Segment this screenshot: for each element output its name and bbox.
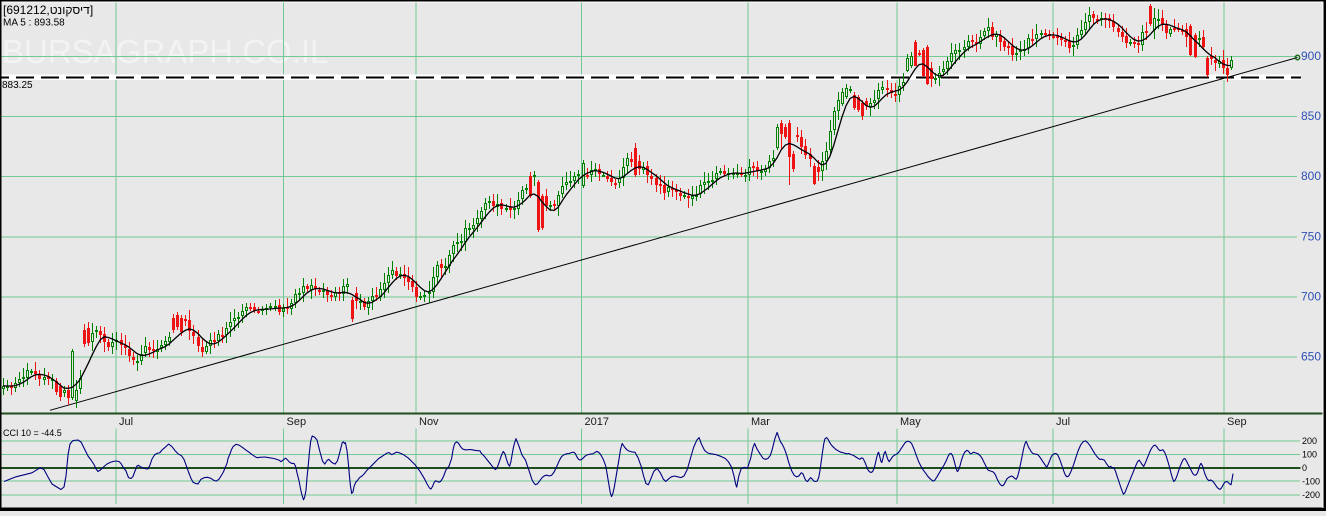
svg-text:900: 900 <box>1301 49 1321 63</box>
svg-text:850: 850 <box>1301 109 1321 123</box>
svg-text:Jul: Jul <box>119 416 133 428</box>
svg-text:BURSAGRAPH.CO.IL: BURSAGRAPH.CO.IL <box>2 33 328 70</box>
svg-text:Mar: Mar <box>751 416 770 428</box>
svg-text:0: 0 <box>1302 463 1307 473</box>
svg-text:Sep: Sep <box>1227 416 1247 428</box>
svg-text:May: May <box>900 416 921 428</box>
svg-text:[691212,דיסקונט]: [691212,דיסקונט] <box>3 3 93 17</box>
svg-text:2017: 2017 <box>585 416 609 428</box>
svg-text:Jul: Jul <box>1056 416 1070 428</box>
svg-text:CCI 10 = -44.5: CCI 10 = -44.5 <box>3 428 62 438</box>
svg-text:883.25: 883.25 <box>2 80 33 91</box>
svg-text:100: 100 <box>1302 450 1317 460</box>
svg-text:-100: -100 <box>1302 476 1320 486</box>
svg-text:Sep: Sep <box>287 416 307 428</box>
svg-text:MA 5 : 893.58: MA 5 : 893.58 <box>3 18 65 29</box>
svg-text:Nov: Nov <box>419 416 439 428</box>
svg-text:800: 800 <box>1301 169 1321 183</box>
svg-text:750: 750 <box>1301 229 1321 243</box>
svg-text:700: 700 <box>1301 290 1321 304</box>
svg-text:650: 650 <box>1301 350 1321 364</box>
svg-text:-200: -200 <box>1302 490 1320 500</box>
svg-text:200: 200 <box>1302 436 1317 446</box>
